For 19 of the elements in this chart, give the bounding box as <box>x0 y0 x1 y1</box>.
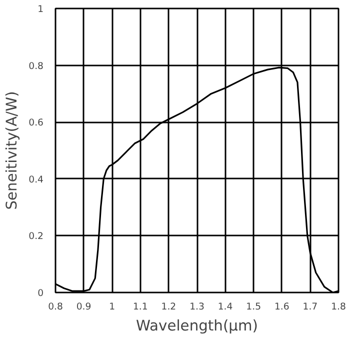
x-axis-title: Wavelength(μm) <box>136 318 258 334</box>
y-tick-label: 0 <box>38 288 44 299</box>
x-tick-label: 1 <box>109 302 116 312</box>
x-tick-label: 1.3 <box>190 302 204 312</box>
x-tick-label: 1.8 <box>331 302 346 312</box>
y-tick-label: 0.2 <box>28 231 44 242</box>
x-tick-label: 0.9 <box>76 302 92 312</box>
x-tick-label: 1.7 <box>302 302 318 312</box>
y-tick-label: 0.8 <box>28 60 44 72</box>
x-tick-label: 0.8 <box>48 302 63 312</box>
x-tick-label: 1.6 <box>274 302 290 312</box>
y-tick-label: 1 <box>38 4 44 15</box>
y-axis-title: Seneitivity(A/W) <box>4 91 21 210</box>
x-tick-label: 1.4 <box>218 302 233 312</box>
x-tick-label: 1.2 <box>161 302 176 312</box>
y-tick-label: 0.6 <box>28 118 44 129</box>
y-tick-label: 0.4 <box>28 174 44 186</box>
x-tick-label: 1.1 <box>132 302 148 312</box>
x-tick-label: 1.5 <box>246 302 262 312</box>
